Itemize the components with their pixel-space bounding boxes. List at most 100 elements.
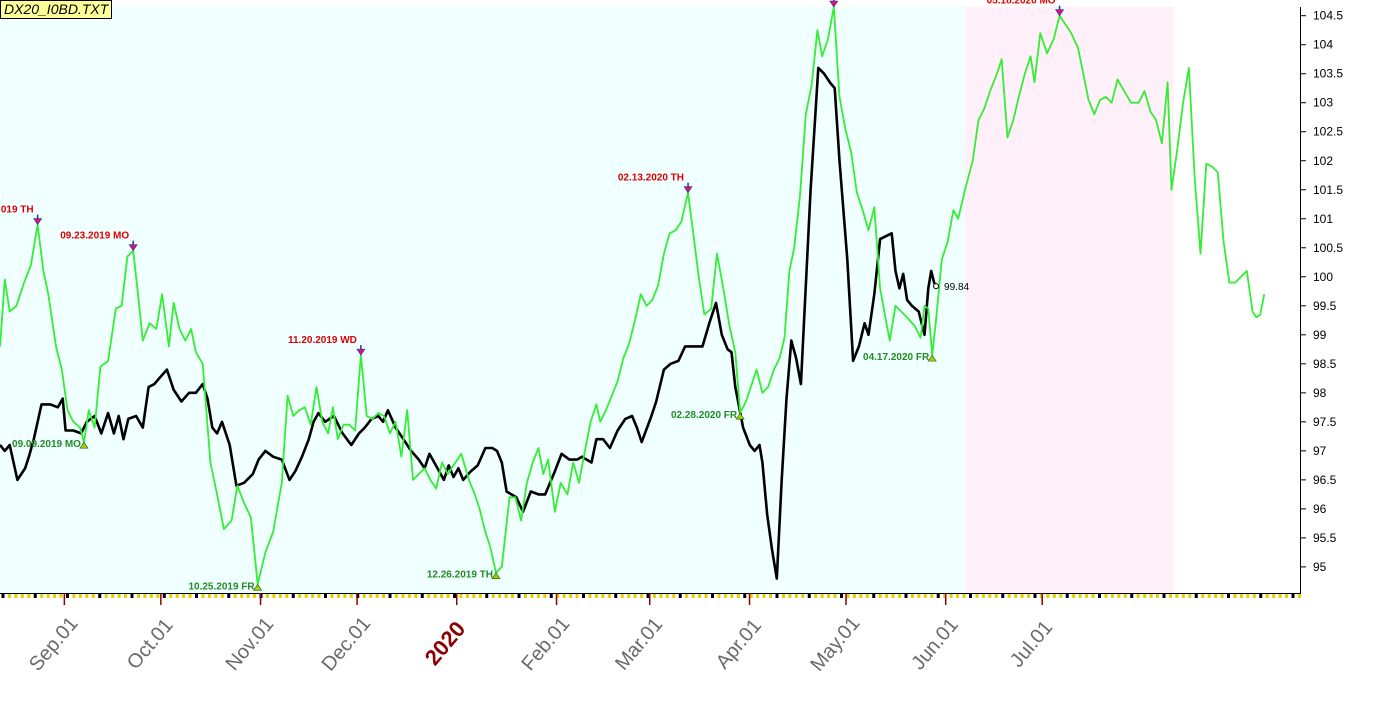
x-day-tick (711, 594, 714, 598)
x-day-tick (762, 594, 766, 598)
x-month-label: Nov.01 (222, 613, 279, 675)
x-day-tick (124, 594, 128, 598)
x-day-tick (227, 594, 231, 598)
low-annotation-label: 04.17.2020 FR (863, 352, 930, 363)
low-marker-arrow (927, 354, 937, 362)
x-day-tick (788, 594, 792, 598)
x-day-tick (981, 594, 985, 598)
x-day-tick (562, 594, 566, 598)
x-day-tick (1085, 594, 1089, 598)
high-marker-arrow (33, 218, 43, 226)
x-day-tick (749, 594, 753, 598)
y-tick-label: 101.5 (1313, 183, 1343, 197)
x-day-tick (607, 594, 611, 598)
x-day-tick (988, 594, 992, 598)
x-day-tick (433, 594, 437, 598)
x-day-tick (343, 594, 347, 598)
x-day-tick (98, 594, 102, 598)
x-day-tick (846, 594, 850, 598)
x-day-tick (1278, 594, 1282, 598)
x-day-tick (149, 594, 153, 598)
x-day-tick (891, 594, 895, 598)
x-day-tick (1020, 594, 1024, 598)
x-month-label: Dec.01 (318, 613, 376, 676)
x-day-tick (859, 594, 863, 598)
x-day-tick (278, 594, 282, 598)
y-tick-label: 98.5 (1313, 357, 1337, 371)
x-day-tick (66, 594, 69, 598)
x-day-tick (375, 594, 379, 598)
x-day-tick (72, 594, 76, 598)
x-day-tick (685, 594, 689, 598)
high-annotation-label: 09.23.2019 MO (60, 231, 129, 242)
x-day-tick (865, 594, 869, 598)
low-annotation-label: 02.28.2020 FR (671, 410, 738, 421)
series-line-green (0, 6, 1266, 586)
x-day-tick (917, 594, 921, 598)
x-day-tick (1117, 594, 1121, 598)
x-day-tick (1162, 594, 1166, 598)
x-day-tick (659, 594, 663, 598)
x-day-tick (14, 594, 18, 598)
x-day-tick (1104, 594, 1108, 598)
x-day-tick (401, 594, 405, 598)
x-day-tick (601, 594, 605, 598)
x-day-tick (691, 594, 695, 598)
x-day-tick (1259, 594, 1263, 598)
x-day-tick (349, 594, 353, 598)
x-day-tick (7, 594, 11, 598)
high-annotation-label: 02.13.2020 TH (618, 173, 684, 184)
x-day-tick (736, 594, 740, 598)
x-day-tick (530, 594, 534, 598)
y-tick-label: 95 (1313, 560, 1327, 574)
x-day-tick (1052, 594, 1056, 598)
x-day-tick (317, 594, 321, 598)
x-day-tick (427, 594, 431, 598)
y-tick-label: 104.5 (1313, 9, 1343, 23)
x-day-tick (1246, 594, 1250, 598)
x-day-tick (878, 594, 882, 598)
x-day-tick (272, 594, 276, 598)
y-tick-label: 103 (1313, 96, 1333, 110)
y-tick-label: 101 (1313, 212, 1333, 226)
x-day-tick (336, 594, 340, 598)
y-tick-label: 102.5 (1313, 125, 1343, 139)
x-day-tick (549, 594, 553, 598)
x-day-tick (511, 594, 515, 598)
x-day-tick (1027, 594, 1031, 598)
x-day-tick (1091, 594, 1095, 598)
x-day-tick (304, 594, 308, 598)
x-day-tick (1272, 594, 1276, 598)
x-day-tick (1181, 594, 1185, 598)
x-day-tick (1233, 594, 1237, 598)
x-day-tick (472, 594, 476, 598)
x-day-tick (1239, 594, 1243, 598)
x-day-tick (827, 594, 831, 598)
x-day-tick (801, 594, 805, 598)
x-day-tick (923, 594, 927, 598)
series-line-black (0, 66, 938, 580)
x-day-tick (730, 594, 734, 598)
y-tick-label: 96 (1313, 502, 1327, 516)
x-day-tick (569, 594, 573, 598)
x-day-tick (594, 594, 598, 598)
x-day-tick (852, 594, 856, 598)
x-day-tick (53, 594, 57, 598)
y-tick-label: 97.5 (1313, 415, 1337, 429)
x-day-tick (362, 594, 366, 598)
x-day-tick (485, 594, 489, 598)
x-day-tick (46, 594, 50, 598)
x-day-tick (382, 594, 386, 598)
x-day-tick (1175, 594, 1179, 598)
x-day-tick (465, 594, 469, 598)
x-day-tick (1046, 594, 1050, 598)
x-day-tick (330, 594, 334, 598)
x-day-tick (994, 594, 998, 598)
low-annotation-label: 09.09.2019 MO (12, 439, 81, 450)
x-day-tick (781, 594, 785, 598)
shade-history (0, 7, 965, 593)
x-day-tick (1252, 594, 1256, 598)
x-day-tick (627, 594, 631, 598)
last-value-label: 99.84 (944, 282, 969, 293)
x-month-label: Sep.01 (25, 613, 83, 676)
